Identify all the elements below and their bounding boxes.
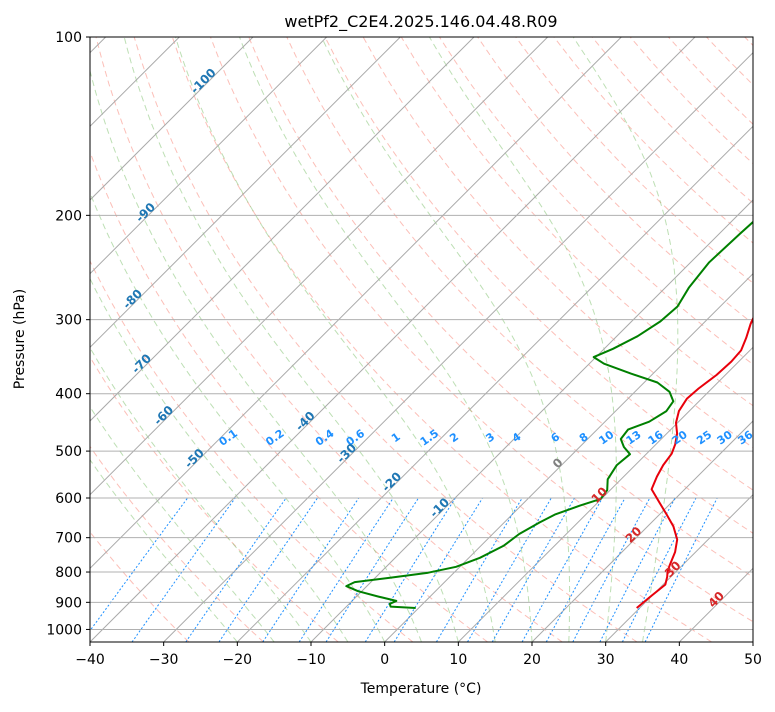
y-tick-label: 800 [55,565,82,581]
x-tick-label: 40 [670,652,688,668]
x-tick-label: 50 [744,652,762,668]
y-tick-label: 700 [55,531,82,547]
x-tick-label: 30 [597,652,615,668]
y-tick-label: 600 [55,491,82,507]
x-tick-label: 0 [380,652,389,668]
y-axis-label: Pressure (hPa) [12,289,28,389]
x-tick-label: −30 [149,652,179,668]
y-tick-label: 400 [55,387,82,403]
x-tick-label: −10 [296,652,326,668]
x-axis-label: Temperature (°C) [360,681,482,697]
chart-title: wetPf2_C2E4.2025.146.04.48.R09 [284,12,557,32]
y-tick-label: 100 [55,30,82,46]
y-tick-label: 900 [55,595,82,611]
y-tick-label: 500 [55,444,82,460]
x-tick-label: 20 [523,652,541,668]
y-tick-label: 300 [55,313,82,329]
x-tick-label: −20 [223,652,253,668]
x-tick-label: 10 [449,652,467,668]
y-tick-label: 200 [55,208,82,224]
y-tick-label: 1000 [46,622,82,638]
x-tick-label: −40 [75,652,105,668]
